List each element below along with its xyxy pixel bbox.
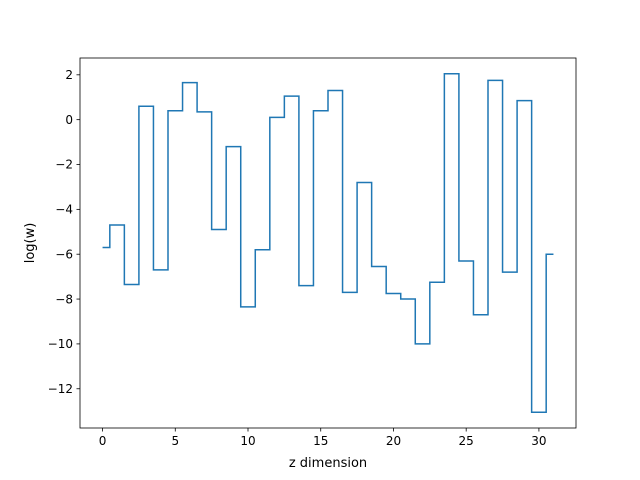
y-axis-label: log(w) [23,223,38,264]
y-axis: −12 −10 −8 −6 −4 −2 0 2 [48,68,80,396]
x-tick-label: 30 [531,434,546,448]
y-tick-label: −8 [55,292,73,306]
x-axis: 0 5 10 15 20 25 30 [99,428,547,448]
plot-frame [79,57,577,429]
series-layer [102,72,554,414]
y-tick-label: −4 [55,203,73,217]
y-tick-label: −12 [48,382,73,396]
x-tick-label: 25 [459,434,474,448]
y-tick-label: 2 [65,68,73,82]
x-tick-label: 10 [240,434,255,448]
series-0-line [102,72,554,414]
x-tick-label: 15 [313,434,328,448]
y-tick-label: −10 [48,337,73,351]
x-axis-label: z dimension [289,456,367,471]
y-tick-label: −2 [55,158,73,172]
x-tick-label: 20 [386,434,401,448]
x-tick-label: 0 [99,434,107,448]
y-tick-label: 0 [65,113,73,127]
x-tick-label: 5 [171,434,179,448]
y-tick-label: −6 [55,247,73,261]
